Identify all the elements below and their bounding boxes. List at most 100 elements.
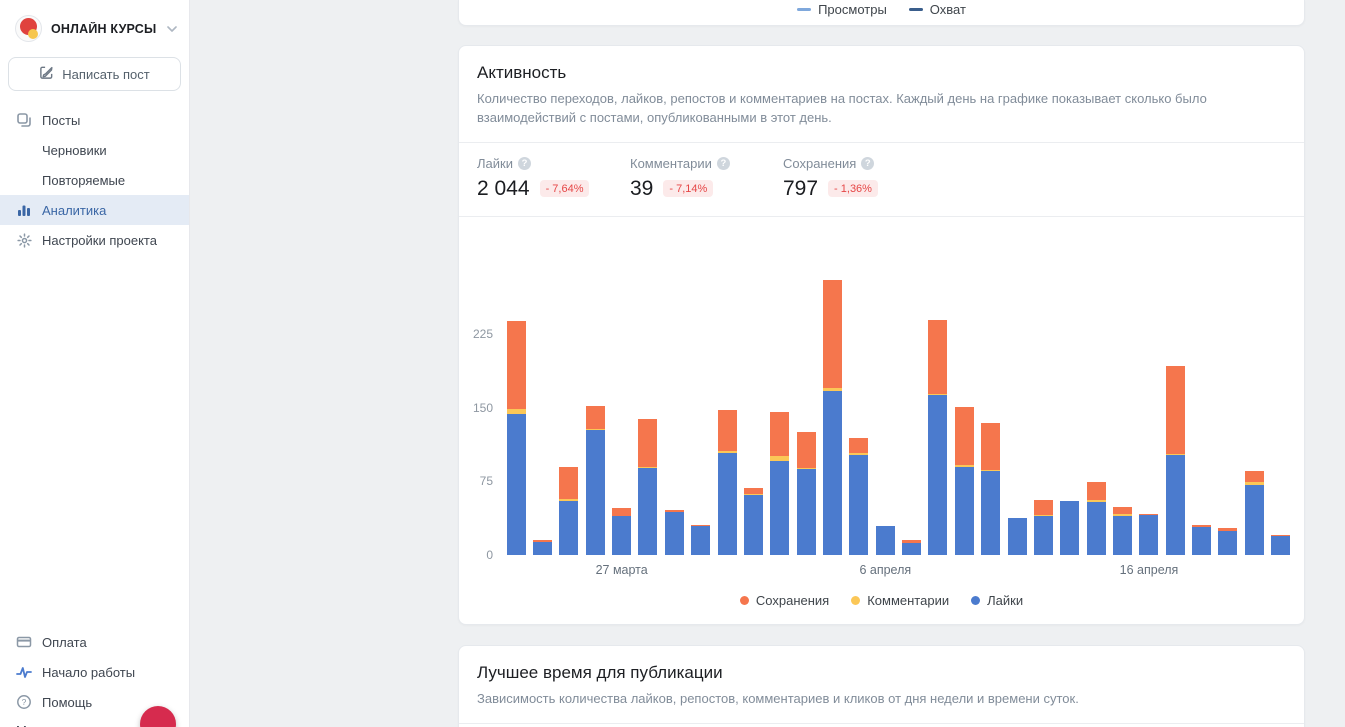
best-time-card-header: Лучшее время для публикации Зависимость … <box>459 646 1304 723</box>
activity-title: Активность <box>477 63 567 82</box>
bar-segment-likes <box>612 515 632 555</box>
help-icon: ? <box>16 694 32 710</box>
legend-item[interactable]: Охват <box>908 2 966 17</box>
legend-line-marker <box>908 8 923 11</box>
bar-stack <box>849 438 869 555</box>
legend-dot-marker <box>851 595 861 605</box>
legend-item[interactable]: Просмотры <box>797 2 887 17</box>
bar-segment-comments <box>1086 499 1106 502</box>
legend-item[interactable]: Лайки <box>971 593 1023 608</box>
bar-segment-likes <box>1033 516 1053 555</box>
sidebar-item-drafts[interactable]: Черновики <box>0 135 189 165</box>
bar-segment-likes <box>743 494 763 555</box>
chart-bar[interactable] <box>872 237 898 555</box>
bar-stack <box>1271 535 1291 555</box>
chart-bar[interactable] <box>1109 237 1135 555</box>
chart-bar[interactable] <box>1267 237 1293 555</box>
chart-bar[interactable] <box>529 237 555 555</box>
sidebar-item-getting-started[interactable]: Начало работы <box>0 657 189 687</box>
payment-icon <box>16 634 32 650</box>
chart-bar[interactable] <box>846 237 872 555</box>
bar-segment-likes <box>1192 527 1212 555</box>
bar-stack <box>796 432 816 555</box>
chart-bar[interactable] <box>1162 237 1188 555</box>
chart-bar[interactable] <box>1241 237 1267 555</box>
legend-label: Охват <box>929 2 966 17</box>
activity-card: Активность Количество переходов, лайков,… <box>458 45 1305 625</box>
sidebar-item-help[interactable]: ? Помощь <box>0 687 189 717</box>
legend-item[interactable]: Комментарии <box>851 593 949 608</box>
help-circle-icon[interactable]: ? <box>861 156 875 170</box>
bar-segment-likes <box>928 394 948 555</box>
y-axis-label: 0 <box>486 547 493 562</box>
chat-widget-button[interactable] <box>140 706 176 727</box>
sidebar-item-project-settings[interactable]: Настройки проекта <box>0 225 189 255</box>
bar-stack <box>981 423 1001 555</box>
bar-segment-likes <box>1086 501 1106 555</box>
chart-bar[interactable] <box>556 237 582 555</box>
bar-stack <box>902 540 922 555</box>
bar-segment-saves <box>981 423 1001 471</box>
bar-segment-saves <box>902 540 922 543</box>
bar-segment-likes <box>954 467 974 555</box>
chart-bar[interactable] <box>1188 237 1214 555</box>
chart-bar[interactable] <box>1136 237 1162 555</box>
chart-bar[interactable] <box>1030 237 1056 555</box>
chart-bar[interactable] <box>977 237 1003 555</box>
sidebar-item-label: Аналитика <box>42 202 107 218</box>
sidebar-item-recurring[interactable]: Повторяемые <box>0 165 189 195</box>
chart-bar[interactable] <box>635 237 661 555</box>
bar-segment-saves <box>1271 535 1291 537</box>
chart-bar[interactable] <box>819 237 845 555</box>
chart-bar[interactable] <box>714 237 740 555</box>
bar-segment-comments <box>743 493 763 495</box>
bar-stack <box>822 280 842 555</box>
chart-bar[interactable] <box>1083 237 1109 555</box>
bar-segment-saves <box>691 525 711 527</box>
bar-segment-saves <box>717 409 737 451</box>
compose-post-button[interactable]: Написать пост <box>8 57 181 91</box>
bar-segment-likes <box>638 468 658 555</box>
bar-segment-saves <box>954 406 974 465</box>
help-circle-icon[interactable]: ? <box>716 156 730 170</box>
bar-stack <box>638 419 658 555</box>
legend-item[interactable]: Сохранения <box>739 593 829 608</box>
chart-bar[interactable] <box>582 237 608 555</box>
sidebar-item-mechanics[interactable]: Механики <box>0 717 189 727</box>
bar-segment-saves <box>1244 471 1264 483</box>
sidebar-item-posts[interactable]: Посты <box>0 105 189 135</box>
sidebar-item-payment[interactable]: Оплата <box>0 627 189 657</box>
chart-bar[interactable] <box>767 237 793 555</box>
workspace-name: ОНЛАЙН КУРСЫ <box>51 21 157 36</box>
workspace-switcher[interactable]: ОНЛАЙН КУРСЫ <box>0 0 189 55</box>
stat-likes-value: 2 044 <box>477 176 530 200</box>
bar-stack <box>743 488 763 555</box>
bar-segment-saves <box>585 405 605 430</box>
legend-label: Лайки <box>987 592 1024 608</box>
legend-line-marker <box>797 8 812 11</box>
chart-bar[interactable] <box>1215 237 1241 555</box>
chart-bar[interactable] <box>503 237 529 555</box>
sidebar-item-analytics[interactable]: Аналитика <box>0 195 189 225</box>
bar-stack <box>1218 528 1238 555</box>
legend-dot-marker <box>971 595 981 605</box>
help-circle-icon[interactable]: ? <box>517 156 531 170</box>
chart-bar[interactable] <box>661 237 687 555</box>
bar-segment-likes <box>822 391 842 555</box>
compose-post-label: Написать пост <box>62 66 150 82</box>
chart-bar[interactable] <box>740 237 766 555</box>
best-time-description: Зависимость количества лайков, репостов,… <box>477 690 1079 706</box>
x-axis-label: 27 марта <box>595 562 648 577</box>
chart-bar[interactable] <box>1004 237 1030 555</box>
chart-bar[interactable] <box>1057 237 1083 555</box>
chart-bar[interactable] <box>951 237 977 555</box>
sidebar-item-label: Черновики <box>42 142 107 158</box>
stat-saves-label: Сохранения <box>783 155 857 171</box>
chart-bar[interactable] <box>925 237 951 555</box>
chart-bar[interactable] <box>608 237 634 555</box>
main-area: Просмотры Охват Активность Количество пер… <box>190 0 1345 727</box>
chart-bar[interactable] <box>793 237 819 555</box>
chart-bar[interactable] <box>898 237 924 555</box>
chart-bar[interactable] <box>688 237 714 555</box>
stat-comments: Комментарии ? 39 - 7,14% <box>630 156 783 201</box>
